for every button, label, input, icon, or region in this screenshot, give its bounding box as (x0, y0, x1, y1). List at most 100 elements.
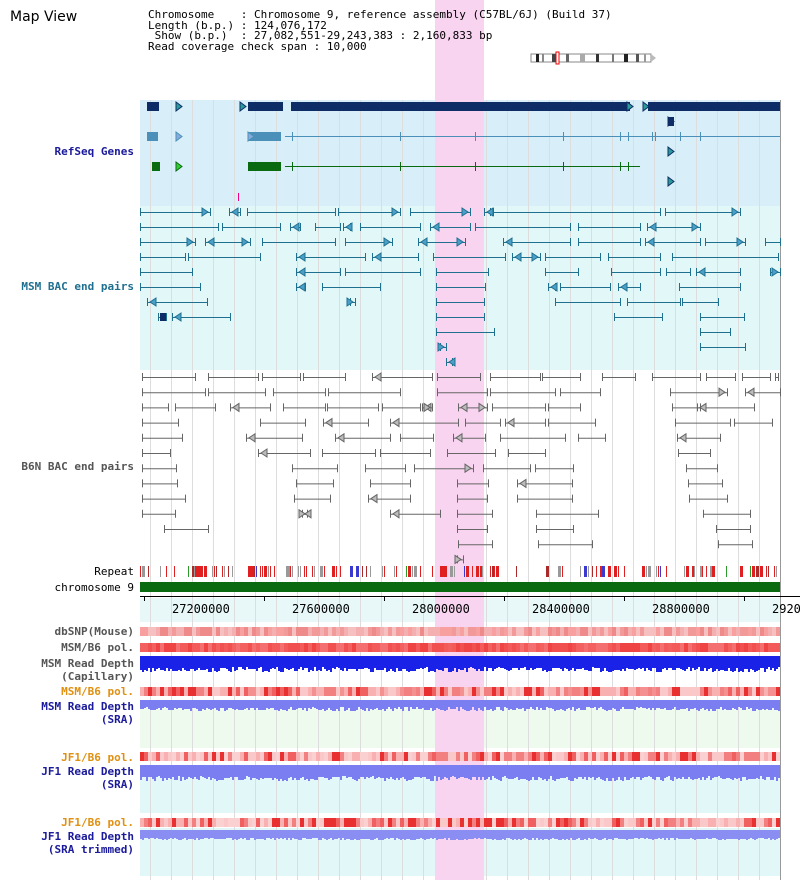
heat-cell (700, 643, 704, 652)
msm-depth-capillary-label[interactable]: MSM Read Depth (Capillary) (41, 657, 134, 683)
repeat-element (420, 566, 421, 577)
refseq-track-label[interactable]: RefSeq Genes (54, 145, 134, 158)
depth-bar (630, 700, 632, 709)
depth-bar (558, 765, 560, 779)
bac-pair (322, 449, 376, 457)
depth-bar (664, 765, 666, 778)
heat-cell (584, 687, 588, 696)
depth-bar (186, 656, 188, 671)
heat-cell (776, 643, 780, 652)
jf1-b6-pol-label[interactable]: JF1/B6 pol. (61, 751, 134, 764)
depth-bar (352, 765, 354, 779)
repeat-element (406, 566, 407, 577)
heat-cell (592, 627, 596, 636)
repeat-element (300, 566, 301, 577)
b6n-bac-track-label[interactable]: B6N BAC end pairs (21, 460, 134, 473)
heat-cell (604, 643, 608, 652)
heat-cell (516, 627, 520, 636)
heat-cell (168, 643, 172, 652)
heat-cell (524, 627, 528, 636)
depth-bar (442, 830, 444, 839)
bac-pair (705, 237, 746, 247)
depth-bar (388, 700, 390, 707)
heat-cell (748, 627, 752, 636)
heat-cell (380, 687, 384, 696)
bac-pair (258, 448, 311, 458)
heat-cell (224, 752, 228, 761)
heat-cell (148, 687, 152, 696)
jf1-b6-pol-2-label[interactable]: JF1/B6 pol. (61, 816, 134, 829)
depth-bar (230, 830, 232, 838)
msm-bac-track-label[interactable]: MSM BAC end pairs (21, 280, 134, 293)
depth-bar (738, 700, 740, 707)
depth-bar (218, 700, 220, 711)
depth-bar (778, 656, 780, 667)
depth-bar (470, 700, 472, 710)
repeat-element (306, 566, 307, 577)
heat-cell (520, 627, 524, 636)
heat-cell (392, 752, 396, 761)
heat-cell (440, 818, 444, 827)
depth-bar (444, 700, 446, 711)
heat-cell (444, 627, 448, 636)
depth-bar (592, 700, 594, 708)
heat-cell (296, 627, 300, 636)
jf1-depth-sra-label[interactable]: JF1 Read Depth (SRA) (41, 765, 134, 791)
bac-pair (475, 223, 571, 231)
heat-cell (296, 687, 300, 696)
ideogram-end (651, 54, 656, 62)
heat-cell (624, 818, 628, 827)
heat-cell (664, 643, 668, 652)
depth-bar (334, 700, 336, 711)
depth-bar (494, 765, 496, 778)
depth-bar (668, 700, 670, 710)
heat-cell (404, 687, 408, 696)
msm-b6-pol-sra-label[interactable]: MSM/B6 pol. (61, 685, 134, 698)
depth-bar (174, 700, 176, 708)
depth-bar (714, 765, 716, 777)
dbsnp-track-label[interactable]: dbSNP(Mouse) (54, 625, 134, 638)
depth-bar (718, 700, 720, 709)
heat-cell (164, 687, 168, 696)
depth-bar (374, 765, 376, 779)
heat-cell (700, 627, 704, 636)
depth-bar (406, 765, 408, 781)
heat-cell (416, 687, 420, 696)
depth-bar (260, 700, 262, 710)
heat-cell (656, 643, 660, 652)
heat-cell (676, 818, 680, 827)
depth-bar (342, 830, 344, 838)
heat-cell (712, 643, 716, 652)
depth-bar (652, 765, 654, 779)
bac-end-arrow (507, 417, 515, 428)
heat-cell (388, 818, 392, 827)
depth-bar (476, 700, 478, 711)
msm-depth-sra-label[interactable]: MSM Read Depth (SRA) (41, 700, 134, 726)
depth-bar (712, 700, 714, 711)
depth-bar (468, 765, 470, 779)
bac-pair (208, 373, 259, 381)
depth-bar (362, 656, 364, 669)
heat-cell (408, 818, 412, 827)
bac-pair (147, 297, 208, 307)
heat-cell (732, 818, 736, 827)
depth-bar (290, 700, 292, 707)
depth-bar (480, 765, 482, 780)
heat-cell (296, 643, 300, 652)
heat-cell (300, 818, 304, 827)
strand-arrow (175, 131, 183, 142)
heat-cell (144, 818, 148, 827)
heat-cell (408, 752, 412, 761)
heat-cell (684, 818, 688, 827)
jf1-depth-trimmed-label[interactable]: JF1 Read Depth (SRA trimmed) (41, 830, 134, 856)
heat-cell (420, 643, 424, 652)
bac-pair (142, 509, 176, 518)
msm-b6-pol-track-label[interactable]: MSM/B6 pol. (61, 641, 134, 654)
heat-cell (440, 627, 444, 636)
depth-bar (760, 700, 762, 710)
bac-end-arrow (345, 222, 353, 232)
depth-bar (684, 765, 686, 779)
heat-cell (708, 687, 712, 696)
heat-cell (508, 643, 512, 652)
